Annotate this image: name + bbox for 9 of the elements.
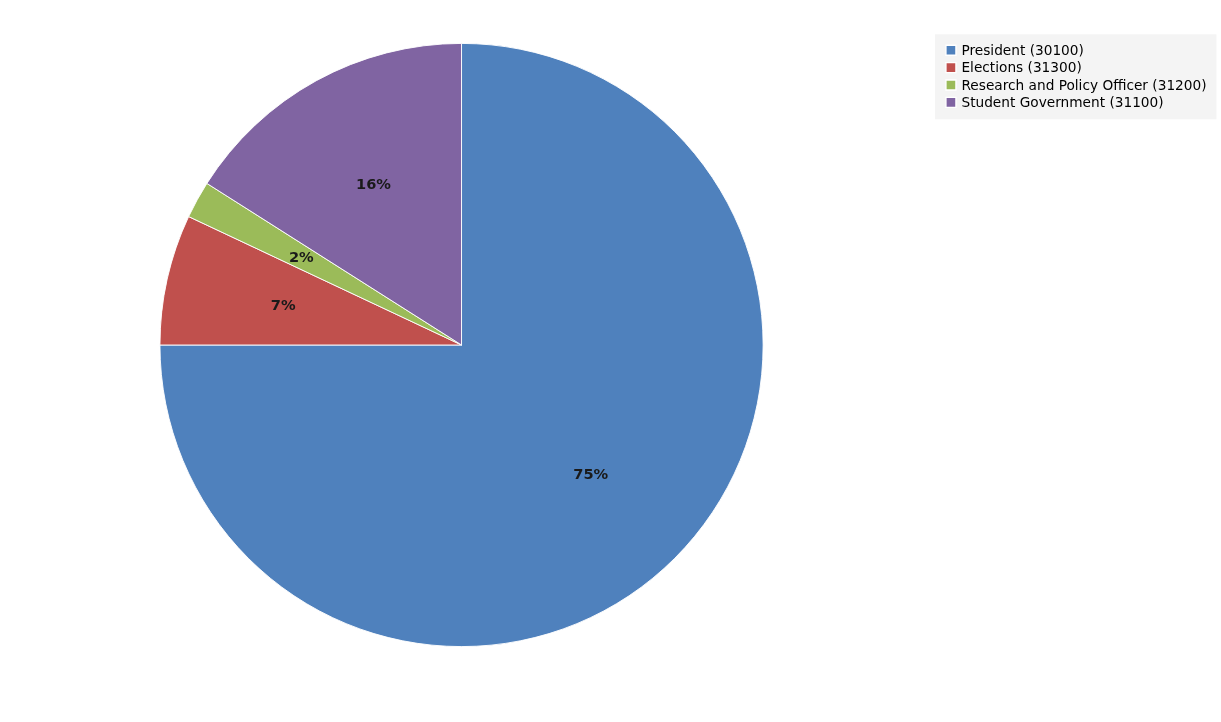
data-label: 75% (573, 464, 609, 482)
data-label: 16% (355, 175, 392, 193)
legend-label: Elections (31300) (961, 59, 1082, 76)
legend-label: Research and Policy Officer (31200) (961, 76, 1207, 93)
data-label: 7% (270, 295, 296, 313)
data-label: 2% (288, 247, 315, 265)
pie-slice (159, 42, 764, 647)
legend-label: President (30100) (961, 41, 1084, 58)
legend-label: Student Government (31100) (961, 93, 1164, 110)
